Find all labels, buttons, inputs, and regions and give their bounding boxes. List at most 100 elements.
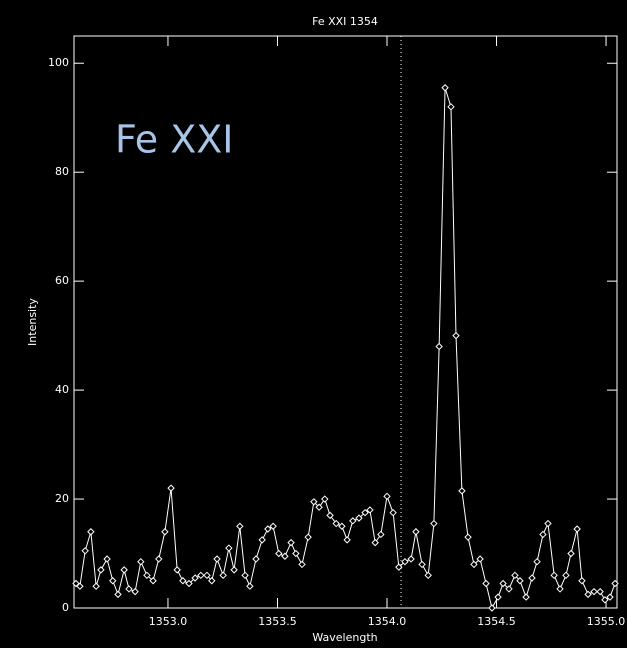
data-point <box>246 582 254 590</box>
data-point <box>281 552 289 560</box>
data-point <box>219 571 227 580</box>
data-point <box>418 560 426 569</box>
y-tick-label: 100 <box>48 56 69 69</box>
data-point <box>258 536 266 544</box>
data-point <box>208 577 216 585</box>
data-point <box>185 579 193 588</box>
data-point <box>476 555 484 563</box>
data-point <box>355 514 363 522</box>
data-point <box>550 571 558 580</box>
data-point <box>470 560 478 569</box>
data-point <box>114 590 122 599</box>
data-point <box>371 538 379 547</box>
data-point <box>332 519 340 528</box>
data-point <box>482 579 490 588</box>
data-point <box>203 571 211 580</box>
data-point <box>213 555 221 563</box>
data-point <box>97 566 105 574</box>
y-tick-label: 20 <box>55 492 69 505</box>
data-point <box>225 544 233 552</box>
data-point <box>292 549 300 558</box>
data-point <box>505 585 513 593</box>
y-tick-label: 0 <box>62 601 69 614</box>
data-point <box>109 577 117 585</box>
data-point <box>516 577 524 585</box>
data-point <box>522 593 530 601</box>
data-point <box>447 103 455 111</box>
data-point <box>155 555 163 563</box>
data-point <box>236 522 244 530</box>
series-line <box>75 87 616 610</box>
data-point <box>366 506 374 514</box>
y-tick-label: 80 <box>55 165 69 178</box>
data-point <box>567 549 575 558</box>
data-point <box>556 585 564 593</box>
data-point <box>573 525 581 533</box>
data-point <box>544 519 552 528</box>
data-point <box>578 577 586 585</box>
data-point <box>458 487 466 495</box>
data-point <box>533 557 541 566</box>
data-point <box>167 484 175 492</box>
data-point <box>361 508 369 517</box>
data-point <box>377 530 385 539</box>
data-point <box>412 528 420 536</box>
x-axis-label: Wavelength <box>312 631 377 644</box>
data-point <box>441 84 449 92</box>
data-point <box>596 587 604 596</box>
data-point <box>435 342 443 351</box>
data-point <box>452 331 460 340</box>
data-point <box>264 525 272 533</box>
data-point <box>125 585 133 593</box>
x-tick-label: 1353.5 <box>258 615 297 628</box>
data-point <box>76 582 84 590</box>
data-point <box>161 528 169 536</box>
y-axis-label: Intensity <box>26 298 39 346</box>
y-tick-label: 40 <box>55 383 69 396</box>
data-point <box>511 571 519 580</box>
data-point <box>499 579 507 588</box>
data-point <box>197 571 205 580</box>
data-point <box>191 574 199 582</box>
annotation: Fe XXI <box>115 118 234 162</box>
data-point <box>343 536 351 544</box>
data-point <box>310 498 318 506</box>
data-point <box>528 574 536 582</box>
data-point <box>103 555 111 563</box>
data-point <box>494 593 502 601</box>
data-point <box>389 508 397 517</box>
data-point <box>338 522 346 530</box>
data-point <box>298 560 306 569</box>
data-point <box>120 566 128 574</box>
x-tick-label: 1353.0 <box>149 615 188 628</box>
data-point <box>464 533 472 541</box>
data-point <box>131 587 139 596</box>
data-point <box>87 528 95 536</box>
data-point <box>179 577 187 585</box>
data-point <box>269 522 277 530</box>
data-point <box>315 503 323 511</box>
data-point <box>92 582 100 590</box>
data-point <box>252 555 260 563</box>
data-point <box>424 571 432 580</box>
data-point <box>430 519 438 528</box>
data-point <box>584 590 592 599</box>
data-point <box>321 495 329 503</box>
data-point <box>241 571 249 580</box>
y-tick-label: 60 <box>55 274 69 287</box>
data-point <box>611 579 619 588</box>
data-point <box>230 566 238 574</box>
chart-title: Fe XXI 1354 <box>312 15 378 28</box>
data-point <box>488 604 496 612</box>
data-point <box>137 557 145 566</box>
data-point <box>606 593 614 601</box>
data-point <box>275 549 283 558</box>
data-point <box>349 517 357 525</box>
data-point <box>287 538 295 547</box>
data-point <box>539 530 547 539</box>
data-point <box>395 563 403 571</box>
data-point <box>601 596 609 604</box>
x-tick-label: 1355.0 <box>587 615 626 628</box>
x-tick-label: 1354.5 <box>477 615 516 628</box>
